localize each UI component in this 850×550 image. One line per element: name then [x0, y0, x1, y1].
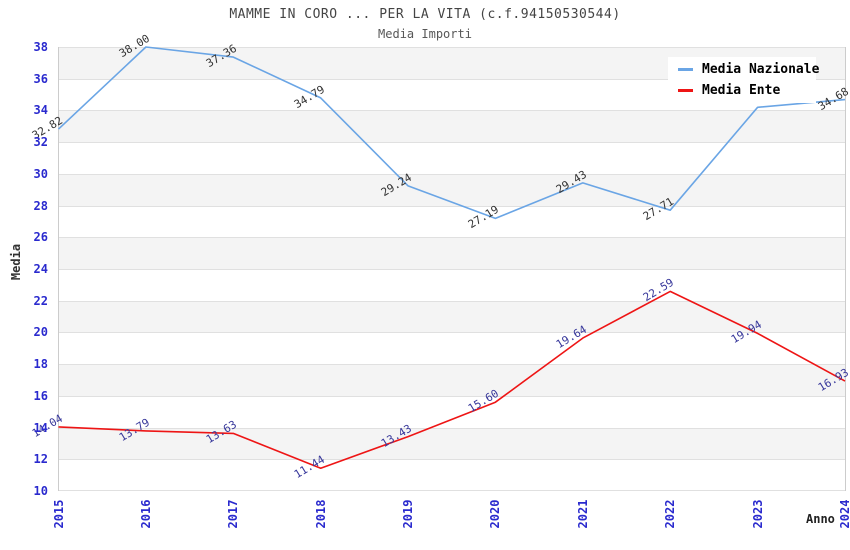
y-tick-label: 36: [33, 71, 48, 86]
x-tick-label: 2020: [488, 499, 503, 529]
media-ente-swatch-icon: [678, 89, 693, 92]
chart-title: MAMME IN CORO ... PER LA VITA (c.f.94150…: [229, 7, 621, 22]
gridline: [59, 173, 845, 175]
x-tick-label: 2016: [138, 499, 153, 529]
plot-band: [59, 395, 845, 428]
y-tick-label: 20: [33, 325, 48, 340]
plot-band: [59, 332, 845, 365]
x-tick-label: 2018: [313, 499, 328, 529]
media-nazionale-swatch-icon: [678, 68, 693, 71]
y-tick-label: 10: [33, 484, 48, 498]
plot-band: [59, 205, 845, 238]
y-tick-label: 30: [33, 166, 48, 181]
gridline: [59, 47, 845, 48]
plot-band: [59, 459, 845, 491]
y-tick-label: 24: [33, 262, 48, 276]
x-tick-label: 2023: [750, 499, 765, 529]
gridline: [59, 205, 845, 207]
x-tick-label: 2022: [663, 499, 678, 529]
media-nazionale-line: [57, 46, 846, 220]
gridline: [59, 78, 845, 80]
gridline: [59, 300, 845, 302]
x-tick-label: 2015: [51, 499, 66, 529]
legend-label: Media Nazionale: [702, 62, 820, 77]
gridline: [59, 395, 845, 397]
legend-label: Media Ente: [702, 83, 781, 98]
legend-item-media-nazionale[interactable]: Media Nazionale: [668, 59, 820, 80]
gridline: [59, 110, 845, 112]
y-tick-label: 28: [33, 198, 48, 213]
y-axis-title: Media: [9, 243, 23, 281]
x-tick-label: 2024: [838, 499, 850, 529]
y-tick-label: 38: [33, 40, 48, 54]
plot-band: [59, 173, 845, 206]
y-tick-label: 32: [33, 135, 48, 150]
gridline: [59, 459, 845, 461]
plot-band: [59, 269, 845, 301]
x-tick-label: 2017: [226, 499, 241, 529]
plot-band: [59, 364, 845, 396]
x-tick-label: 2019: [401, 499, 416, 529]
legend-item-media-ente[interactable]: Media Ente: [668, 80, 816, 101]
gridline: [59, 332, 845, 334]
gridline: [59, 237, 845, 239]
chart-subtitle: Media Importi: [378, 27, 472, 41]
media-ente-line: [58, 290, 846, 470]
plot-band: [59, 237, 845, 269]
y-tick-label: 34: [33, 103, 48, 118]
y-tick-label: 26: [33, 230, 48, 245]
gridline: [59, 269, 845, 270]
y-tick-label: 14: [33, 420, 48, 435]
y-tick-label: 16: [33, 388, 48, 403]
gridline: [59, 364, 845, 366]
y-tick-label: 22: [33, 293, 48, 308]
x-axis-title: Anno: [806, 512, 835, 526]
gridline: [59, 490, 845, 491]
plot-band: [59, 300, 845, 333]
gridline: [59, 427, 845, 429]
plot-band: [59, 110, 845, 143]
legend: Media Nazionale Media Ente: [668, 57, 820, 103]
y-tick-label: 12: [33, 452, 48, 467]
gridline: [59, 142, 845, 144]
y-tick-label: 18: [33, 357, 48, 372]
x-tick-label: 2021: [575, 499, 590, 529]
